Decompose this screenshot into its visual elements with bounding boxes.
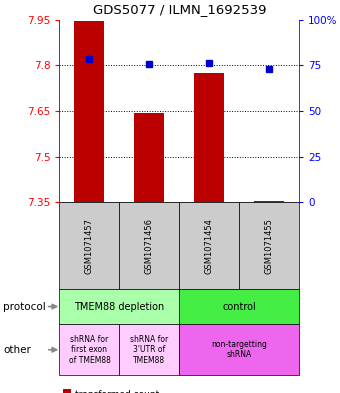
Bar: [134, 112, 164, 202]
Title: GDS5077 / ILMN_1692539: GDS5077 / ILMN_1692539: [92, 3, 266, 16]
Text: GSM1071454: GSM1071454: [205, 218, 214, 274]
Bar: [254, 201, 284, 202]
Bar: [74, 21, 104, 202]
Text: other: other: [3, 345, 31, 355]
Text: non-targetting
shRNA: non-targetting shRNA: [211, 340, 267, 360]
Bar: [194, 73, 224, 202]
Text: shRNA for
3'UTR of
TMEM88: shRNA for 3'UTR of TMEM88: [130, 335, 169, 365]
Text: GSM1071457: GSM1071457: [85, 218, 94, 274]
Text: TMEM88 depletion: TMEM88 depletion: [74, 301, 165, 312]
Text: protocol: protocol: [3, 301, 46, 312]
Text: GSM1071456: GSM1071456: [145, 218, 154, 274]
Text: transformed count: transformed count: [75, 390, 159, 393]
Text: shRNA for
first exon
of TMEM88: shRNA for first exon of TMEM88: [69, 335, 110, 365]
Text: GSM1071455: GSM1071455: [265, 218, 274, 274]
Text: control: control: [222, 301, 256, 312]
